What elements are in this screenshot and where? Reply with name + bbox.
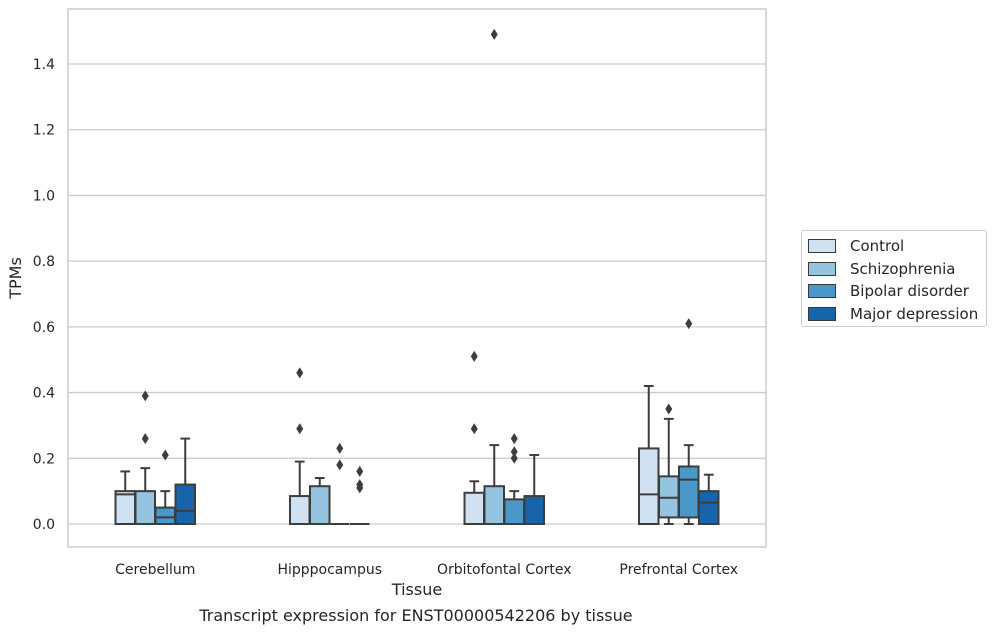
outlier-point [665,403,673,415]
box-body [503,498,525,526]
box-body [174,483,196,526]
y-tick-label: 0.4 [33,386,55,402]
x-tick-label: Orbitofontal Cortex [437,562,572,578]
box-major-depression [698,473,720,525]
outlier-point [470,350,478,362]
legend-swatch [808,284,836,298]
legend-swatch [808,306,836,321]
box-schizophrenia [309,477,331,526]
box-body [289,495,311,526]
y-tick-label: 0.6 [33,320,55,336]
y-tick-labels: 0.0 0.2 0.4 0.6 0.8 1.0 1.2 1.4 [33,57,55,533]
y-tick-label: 1.0 [33,188,55,204]
outlier-point [141,390,149,402]
box-body [134,490,156,525]
box-body [678,465,700,519]
outlier-point [510,452,518,464]
box-control [463,480,485,525]
legend-swatch [808,239,836,253]
outlier-point [685,318,693,330]
box-schizophrenia [134,467,156,525]
outlier-point [141,433,149,445]
y-tick-label: 1.4 [33,57,55,73]
legend-item: Bipolar disorder [808,282,969,300]
x-tick-label: Hipppocampus [277,562,382,578]
box-body [523,495,545,526]
box-control [289,460,311,526]
figure-caption: Transcript expression for ENST0000054220… [199,606,633,625]
legend-label: Control [850,237,905,255]
x-tick-label: Prefrontal Cortex [619,562,738,578]
box-bipolar-disorder [678,444,700,525]
box-body [483,485,505,526]
outlier-point [356,465,364,477]
outliers [141,28,693,494]
y-tick-label: 0.8 [33,254,55,270]
outlier-point [296,423,304,435]
box-control [114,470,136,525]
y-tick-label: 0.0 [33,517,55,533]
legend-label: Bipolar disorder [850,282,969,300]
y-tick-label: 1.2 [33,123,55,139]
x-axis-label: Tissue [391,580,442,599]
outlier-point [490,28,498,40]
box-body [309,485,331,526]
legend-item: Major depression [808,305,978,323]
legend-swatch [808,261,836,276]
box-schizophrenia [483,444,505,526]
plot-area-frame [67,8,767,548]
x-tick-labels: Cerebellum Hipppocampus Orbitofontal Corte… [115,562,738,578]
box-major-depression [174,437,196,526]
gridlines [68,63,766,525]
outlier-point [296,367,304,379]
box-major-depression [523,454,545,526]
box-body [638,447,660,525]
x-tick-label: Cerebellum [115,562,195,578]
legend-item: Control [808,237,904,255]
box-schizophrenia [658,417,680,525]
box-bipolar-disorder [154,490,176,526]
box-body [154,506,176,526]
box-body [114,490,136,525]
legend-item: Schizophrenia [808,260,955,278]
y-axis-label: TPMs [6,257,25,300]
outlier-point [510,446,518,458]
outlier-point [336,459,344,471]
outlier-point [336,442,344,454]
box-body [463,491,485,525]
box-bipolar-disorder [503,490,525,526]
legend-label: Schizophrenia [850,259,956,278]
legend: Control Schizophrenia Bipolar disorder Majo… [801,230,987,327]
legend-label: Major depression [850,304,979,323]
outlier-point [356,479,364,491]
outlier-point [470,423,478,435]
box-control [638,385,660,525]
boxes [114,385,720,526]
y-tick-label: 0.2 [33,451,55,467]
outlier-point [161,449,169,461]
box-body [698,490,720,525]
outlier-point [510,433,518,445]
